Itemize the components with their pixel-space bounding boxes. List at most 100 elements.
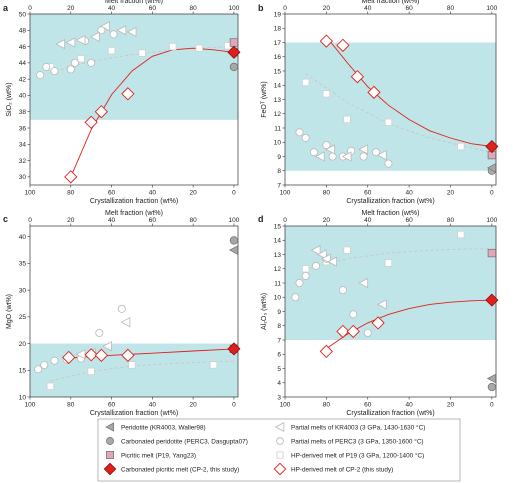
point-pm-perc <box>50 356 59 365</box>
legend-label-pm-kr: Partial melts of KR4003 (3 GPa, 1430-163… <box>291 423 425 431</box>
y-tick-label: 35 <box>19 261 27 268</box>
top-x-tick-label: 40 <box>364 5 372 12</box>
point-pm-perc <box>291 293 300 302</box>
y-tick-label: 17 <box>274 40 282 47</box>
point-pm-perc <box>295 278 304 287</box>
y-tick-label: 38 <box>19 109 27 116</box>
x-tick-label: 80 <box>67 402 75 409</box>
panel-c-label: c <box>3 214 8 224</box>
top-x-tick-label: 40 <box>364 217 372 224</box>
trend-line-cp2 <box>70 47 234 178</box>
point-hp-cp2 <box>84 115 98 129</box>
y-tick-label: 32 <box>19 158 27 165</box>
point-cp2 <box>227 342 241 356</box>
top-x-tick-label: 40 <box>108 5 116 12</box>
point-pm-perc <box>363 328 372 337</box>
point-pm-kr <box>89 31 100 42</box>
y-axis-label: MgO (wt%) <box>6 294 13 329</box>
top-x-tick-label: 80 <box>447 5 455 12</box>
point-hp-p19 <box>87 367 95 376</box>
y-tick-label: 10 <box>274 295 282 302</box>
mantle-band <box>30 343 238 397</box>
point-hp-p19 <box>384 118 393 126</box>
y-tick-label: 7 <box>277 182 281 189</box>
y-tick-label: 6 <box>277 352 281 359</box>
point-hp-cp2 <box>121 348 135 362</box>
x-tick-label: 20 <box>447 190 455 197</box>
x-tick-label: 60 <box>108 190 116 197</box>
point-pm-perc <box>50 67 59 76</box>
point-hp-cp2 <box>371 316 385 330</box>
top-x-tick-label: 60 <box>406 217 414 224</box>
point-hp-p19 <box>107 46 116 55</box>
panel-b-label: b <box>258 3 264 13</box>
legend-label-hp-cp2: HP-derived melt of CP-2 (this study) <box>291 466 393 473</box>
panel-d: d 100 80 60 40 20 00 20 40 60 80 10034567891011121… <box>258 210 499 417</box>
point-pm-kr <box>126 26 137 38</box>
y-tick-label: 50 <box>19 11 27 18</box>
x-tick-label: 100 <box>280 402 291 409</box>
y-tick-label: 19 <box>274 11 282 18</box>
point-pm-perc <box>34 365 43 374</box>
top-x-tick-label: 80 <box>190 5 198 12</box>
x-tick-label: 80 <box>67 190 75 197</box>
y-tick-label: 20 <box>19 341 27 348</box>
y-tick-label: 18 <box>274 26 282 33</box>
y-tick-label: 12 <box>274 111 282 118</box>
point-pm-perc <box>42 62 51 71</box>
point-pm-kr <box>376 299 387 310</box>
trend-line-cp2 <box>326 36 492 147</box>
point-hp-cp2 <box>336 324 350 339</box>
y-tick-label: 14 <box>274 238 282 245</box>
point-pm-perc <box>301 271 310 280</box>
point-pm-perc <box>109 30 118 39</box>
y-tick-label: 30 <box>19 287 27 294</box>
top-x-axis-label: Melt fraction (wt%) <box>105 0 163 5</box>
top-x-tick-label: 0 <box>283 5 287 12</box>
y-tick-label: 15 <box>274 68 282 75</box>
x-tick-label: 0 <box>232 190 236 197</box>
top-x-tick-label: 0 <box>28 217 32 224</box>
point-hp-p19 <box>77 55 85 63</box>
point-pm-perc <box>384 159 393 168</box>
x-tick-label: 20 <box>190 402 198 409</box>
point-hp-cp2 <box>62 350 76 365</box>
top-x-tick-label: 40 <box>108 217 116 224</box>
point-hp-p19 <box>128 361 136 369</box>
top-x-tick-label: 80 <box>447 217 455 224</box>
legend-marker-pm-kr <box>274 422 285 432</box>
point-hp-cp2 <box>346 324 360 339</box>
x-tick-label: 40 <box>406 190 414 197</box>
point-pm-kr <box>65 37 76 48</box>
point-hp-p19 <box>301 78 310 87</box>
mantle-band <box>285 226 496 340</box>
x-tick-label: 60 <box>364 190 372 197</box>
x-tick-label: 80 <box>323 190 331 197</box>
x-tick-label: 60 <box>364 402 372 409</box>
point-pm-perc <box>338 286 347 295</box>
y-tick-label: 46 <box>19 44 27 51</box>
point-pm-perc <box>95 328 104 337</box>
point-pm-perc <box>328 152 337 161</box>
y-tick-label: 10 <box>274 140 282 147</box>
legend: Peridotite (KR4003, Waller98) Partial mel… <box>97 418 461 482</box>
point-hp-cp2 <box>350 70 365 84</box>
point-hp-cp2 <box>84 348 98 362</box>
y-tick-label: 15 <box>274 223 282 230</box>
x-tick-label: 40 <box>149 190 157 197</box>
y-tick-label: 9 <box>277 309 281 316</box>
legend-marker-pm-perc <box>276 437 284 445</box>
trend-line-p19 <box>50 46 234 74</box>
panel-a: a 100 80 60 40 20 0 0 20 40 60 80 100 30 32 34 36 38 40 42… <box>3 0 241 205</box>
trend-line-p19 <box>305 248 492 270</box>
y-tick-label: 36 <box>19 125 27 132</box>
x-tick-label: 80 <box>323 402 331 409</box>
point-pm-kr <box>316 249 327 260</box>
point-hp-p19 <box>301 265 310 273</box>
x-axis-label: Crystallization fraction (wt%) <box>90 410 178 417</box>
point-hp-p19 <box>322 90 331 98</box>
x-tick-label: 40 <box>406 402 414 409</box>
legend-marker-hp-cp2 <box>273 462 287 476</box>
top-x-tick-label: 0 <box>283 217 287 224</box>
y-tick-label: 40 <box>19 93 27 100</box>
